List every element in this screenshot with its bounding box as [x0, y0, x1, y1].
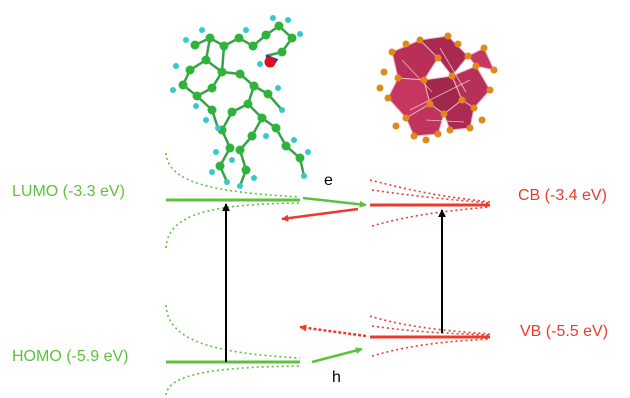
- hole-label: h: [332, 369, 341, 386]
- vb-label: VB (-5.5 eV): [520, 323, 608, 340]
- electron-back-arrow: [281, 207, 359, 222]
- inorganic-dos-curves: [369, 179, 491, 357]
- electron-label: e: [324, 172, 333, 189]
- inorganic-crystal-icon: [376, 32, 498, 144]
- hole-back-arrow: [299, 324, 367, 338]
- electron-transfer-arrow: [302, 196, 367, 208]
- organic-molecule-icon: [170, 15, 311, 189]
- lumo-label: LUMO (-3.3 eV): [12, 183, 125, 200]
- homo-label: HOMO (-5.9 eV): [12, 348, 128, 365]
- hole-transfer-arrow: [311, 347, 363, 364]
- cb-label: CB (-3.4 eV): [518, 187, 607, 204]
- organic-dos-curves: [165, 152, 301, 396]
